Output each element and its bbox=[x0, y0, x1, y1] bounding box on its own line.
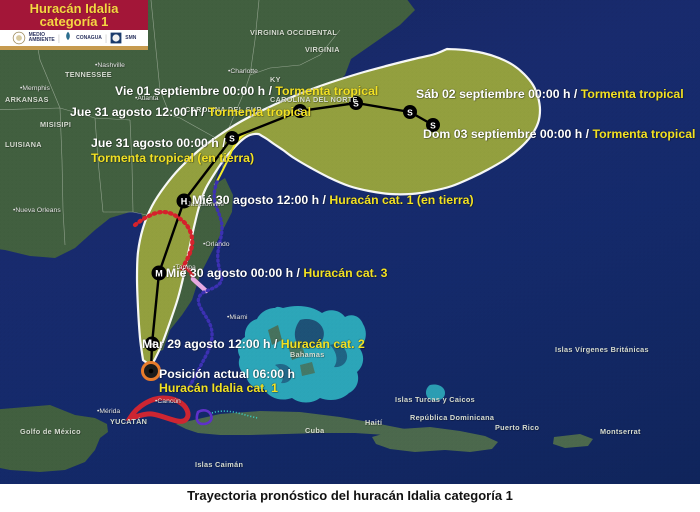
svg-text:M: M bbox=[155, 269, 163, 279]
svg-text:S: S bbox=[407, 107, 413, 117]
